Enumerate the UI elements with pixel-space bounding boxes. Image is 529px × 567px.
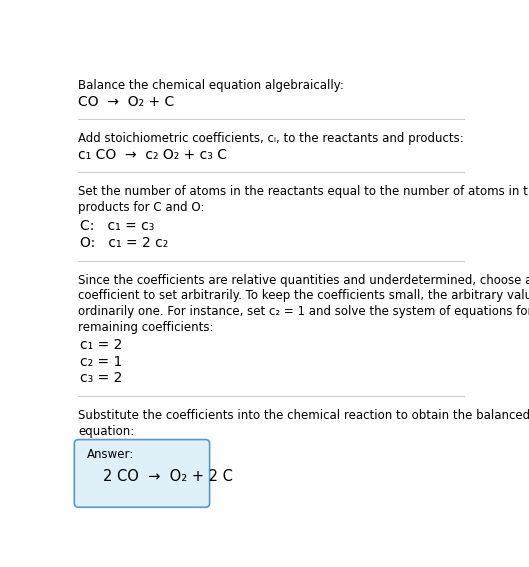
Text: 2 CO  →  O₂ + 2 C: 2 CO → O₂ + 2 C — [103, 469, 233, 484]
Text: remaining coefficients:: remaining coefficients: — [78, 321, 214, 334]
Text: c₂ = 1: c₂ = 1 — [80, 355, 123, 369]
Text: coefficient to set arbitrarily. To keep the coefficients small, the arbitrary va: coefficient to set arbitrarily. To keep … — [78, 289, 529, 302]
Text: C:   c₁ = c₃: C: c₁ = c₃ — [80, 219, 155, 232]
Text: Since the coefficients are relative quantities and underdetermined, choose a: Since the coefficients are relative quan… — [78, 274, 529, 287]
Text: c₃ = 2: c₃ = 2 — [80, 371, 123, 386]
Text: products for C and O:: products for C and O: — [78, 201, 205, 214]
Text: ordinarily one. For instance, set c₂ = 1 and solve the system of equations for t: ordinarily one. For instance, set c₂ = 1… — [78, 305, 529, 318]
Text: CO  →  O₂ + C: CO → O₂ + C — [78, 95, 175, 109]
Text: c₁ = 2: c₁ = 2 — [80, 338, 123, 352]
Text: O:   c₁ = 2 c₂: O: c₁ = 2 c₂ — [80, 236, 169, 250]
Text: Balance the chemical equation algebraically:: Balance the chemical equation algebraica… — [78, 79, 344, 92]
FancyBboxPatch shape — [74, 439, 209, 507]
Text: Add stoichiometric coefficients, cᵢ, to the reactants and products:: Add stoichiometric coefficients, cᵢ, to … — [78, 132, 464, 145]
Text: Set the number of atoms in the reactants equal to the number of atoms in the: Set the number of atoms in the reactants… — [78, 185, 529, 198]
Text: c₁ CO  →  c₂ O₂ + c₃ C: c₁ CO → c₂ O₂ + c₃ C — [78, 148, 227, 162]
Text: equation:: equation: — [78, 425, 135, 438]
Text: Substitute the coefficients into the chemical reaction to obtain the balanced: Substitute the coefficients into the che… — [78, 409, 529, 422]
Text: Answer:: Answer: — [87, 448, 134, 462]
